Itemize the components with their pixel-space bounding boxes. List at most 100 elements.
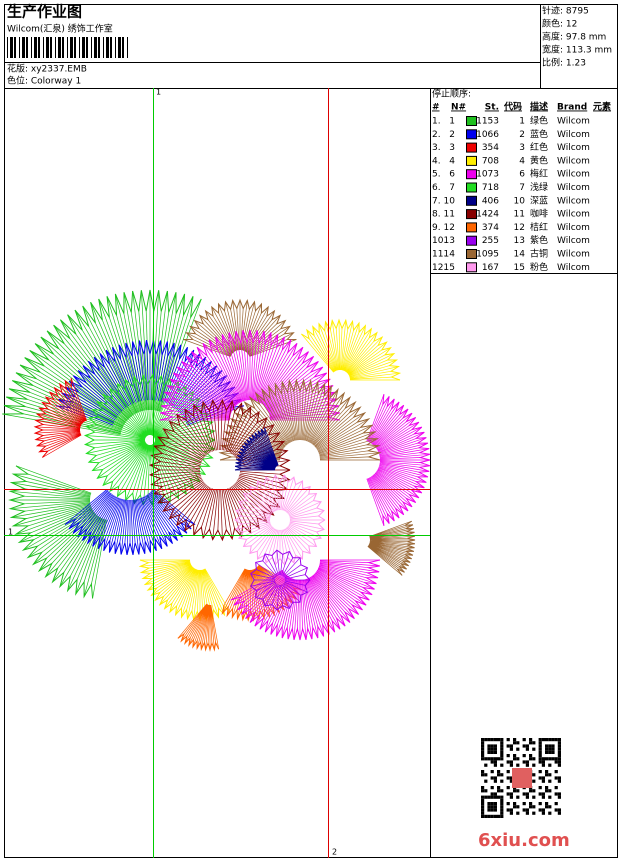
column-header: 代码 [503,101,522,113]
cell: Wilcom [557,143,590,153]
stitch-fill [140,559,231,620]
bar [38,37,40,58]
qr-module [551,750,555,754]
qr-module [493,750,497,754]
qr-module [500,805,504,809]
qr-module [551,738,555,742]
cell: 桔红 [530,221,548,233]
qr-module [513,741,517,745]
bar [70,37,73,58]
qr-module [557,763,561,767]
qr-module [538,741,542,745]
guide-label: 2 [332,848,337,857]
qr-module [490,792,494,796]
qr-module [548,811,552,815]
qr-module [548,805,552,809]
bar [50,37,52,58]
bar [86,37,88,58]
qr-module [490,747,494,751]
cell: 1066 [476,130,499,140]
cell: 7 [449,183,455,193]
info-item: 宽度: 113.3 mm [542,44,612,56]
qr-module [545,770,549,774]
stitch-fill [250,550,310,610]
cell: 12 [444,223,455,233]
qr-module [500,763,504,767]
cell: 梅红 [530,168,548,180]
cell: 5. [432,170,441,180]
qr-module [525,744,529,748]
stitch-fill [64,489,196,555]
cell: 167 [482,263,499,273]
qr-module [516,789,520,793]
stitch-fill [366,394,430,526]
cell: Wilcom [557,183,590,193]
qr-module [490,760,494,764]
color-swatch [466,142,477,153]
qr-module [500,802,504,806]
qr-module [493,744,497,748]
qr-module [513,789,517,793]
qr-module [493,747,497,751]
qr-module [522,808,526,812]
qr-module [493,802,497,806]
bar [31,37,32,58]
stitch-edge [250,549,311,611]
qr-module [481,808,485,812]
bar [91,37,92,58]
qr-module [506,754,510,758]
qr-module [500,795,504,799]
qr-module [497,770,501,774]
qr-module [497,786,501,790]
stitch-edge [2,289,202,415]
cell: 3 [519,143,525,153]
qr-module [500,744,504,748]
cell: 2 [519,130,525,140]
qr-module [509,792,513,796]
qr-module [500,747,504,751]
bar [46,37,49,58]
qr-module [497,795,501,799]
qr-module [481,741,485,745]
cell: 浅绿 [530,181,548,193]
qr-module [525,763,529,767]
qr-module [529,757,533,761]
qr-module [484,789,488,793]
qr-module [490,795,494,799]
cell: 12 [514,223,525,233]
qr-module [481,738,485,742]
qr-module [493,808,497,812]
qr-module [500,779,504,783]
qr-module [487,747,491,751]
qr-module [500,750,504,754]
cell: 4 [449,156,455,166]
qr-module [557,808,561,812]
qr-module [545,757,549,761]
qr-module [525,792,529,796]
cell: 9. [432,223,441,233]
qr-module [493,763,497,767]
bar [79,37,80,58]
qr-module [548,763,552,767]
qr-module [490,814,494,818]
qr-module [532,741,536,745]
qr-module [509,776,513,780]
qr-module [525,811,529,815]
stitch-edge [234,427,266,471]
qr-module [500,789,504,793]
cell: 6 [449,170,455,180]
column-header: 描述 [530,101,548,113]
column-header: St. [485,103,499,113]
barcode [7,37,128,58]
bar [106,37,109,58]
qr-module [516,763,520,767]
cell: 7 [519,183,525,193]
cell: 1 [449,117,455,127]
qr-module [509,744,513,748]
cell: 1153 [476,117,499,127]
cell: 6. [432,183,441,193]
qr-module [506,808,510,812]
qr-module [500,773,504,777]
cell: 1. [432,117,441,127]
